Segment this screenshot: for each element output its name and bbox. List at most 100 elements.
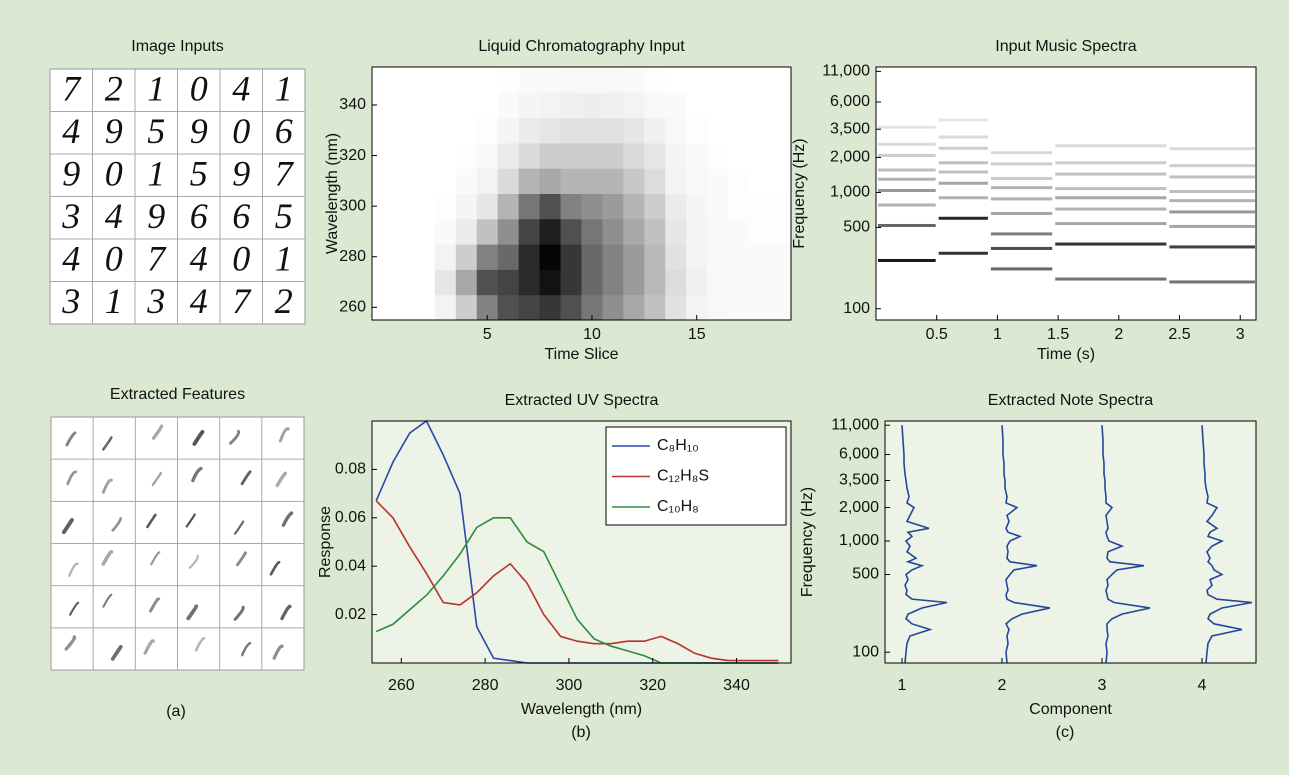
heat-cell xyxy=(707,294,729,321)
harmonic-band xyxy=(878,258,936,262)
digit: 1 xyxy=(105,281,123,321)
heat-cell xyxy=(413,92,436,119)
heat-cell xyxy=(455,269,478,296)
heat-cell xyxy=(581,67,603,93)
heat-cell xyxy=(372,269,394,296)
harmonic-band xyxy=(878,125,936,129)
heat-cell xyxy=(602,92,624,119)
heat-cell xyxy=(686,218,708,245)
y-tick-label: 500 xyxy=(843,219,870,236)
panel-title: Image Inputs xyxy=(131,38,224,55)
feature-stroke xyxy=(188,554,200,569)
digit: 2 xyxy=(105,69,123,109)
heat-cell xyxy=(728,92,750,119)
heat-cell xyxy=(539,142,562,169)
heat-cell xyxy=(372,294,394,321)
heat-cell xyxy=(728,168,750,194)
y-tick-label: 1,000 xyxy=(830,184,870,201)
harmonic-band xyxy=(990,211,1053,215)
feature-stroke xyxy=(280,604,292,621)
heat-cell xyxy=(686,117,708,144)
heat-cell xyxy=(602,218,624,245)
spectrum-line xyxy=(901,425,948,664)
harmonic-band xyxy=(1055,222,1167,226)
heat-cell xyxy=(602,168,624,194)
y-tick-label: 500 xyxy=(852,566,879,583)
heat-cell xyxy=(665,67,687,93)
panel-title: Liquid Chromatography Input xyxy=(478,38,685,55)
heat-cell xyxy=(560,67,582,93)
digit: 1 xyxy=(147,69,165,109)
heat-cell xyxy=(749,269,771,296)
feature-stroke xyxy=(102,593,113,608)
heat-cell xyxy=(770,193,792,220)
digit: 4 xyxy=(62,239,80,279)
harmonic-band xyxy=(1055,144,1167,148)
heat-cell xyxy=(749,117,771,144)
heat-cell xyxy=(434,218,457,245)
harmonic-band xyxy=(878,142,936,146)
digit: 3 xyxy=(146,281,165,321)
x-tick-label: 340 xyxy=(723,677,750,694)
heat-cell xyxy=(686,92,708,119)
heat-cell xyxy=(372,142,394,169)
feature-stroke xyxy=(234,520,245,535)
heat-cell xyxy=(707,67,729,93)
heat-cell xyxy=(770,67,792,93)
heat-cell xyxy=(707,142,729,169)
harmonic-band xyxy=(1055,242,1167,246)
heat-cell xyxy=(644,294,666,321)
heat-cell xyxy=(602,269,624,296)
y-tick-label: 280 xyxy=(339,248,366,265)
digit: 7 xyxy=(147,239,167,279)
y-axis-label: Frequency (Hz) xyxy=(791,138,808,248)
heat-cell xyxy=(455,168,478,194)
harmonic-band xyxy=(1055,187,1167,191)
heat-cell xyxy=(560,193,582,220)
harmonic-band xyxy=(990,232,1053,236)
panel-title: Extracted Features xyxy=(110,386,245,403)
heat-cell xyxy=(392,193,415,220)
feature-stroke xyxy=(101,478,113,494)
heat-cell xyxy=(707,244,729,270)
heat-cell xyxy=(434,117,457,144)
feature-stroke xyxy=(102,436,113,451)
heat-cell xyxy=(476,142,499,169)
heat-cell xyxy=(581,269,603,296)
heat-cell xyxy=(372,168,394,194)
plot-frame xyxy=(371,420,792,664)
plot-frame xyxy=(884,420,1257,664)
heat-cell xyxy=(602,193,624,220)
heat-cell xyxy=(707,269,729,296)
heat-cell xyxy=(770,218,792,245)
heat-cell xyxy=(623,142,645,169)
feature-stroke xyxy=(146,513,157,529)
heat-cell xyxy=(497,92,520,119)
harmonic-band xyxy=(938,181,988,185)
heat-cell xyxy=(560,92,582,119)
harmonic-band xyxy=(1169,189,1255,193)
harmonic-band xyxy=(990,186,1053,190)
heat-cell xyxy=(518,294,541,321)
x-tick-label: 2.5 xyxy=(1168,326,1190,343)
heat-cell xyxy=(728,218,750,245)
feature-stroke xyxy=(233,605,245,621)
heat-cell xyxy=(623,244,645,270)
heat-cell xyxy=(749,218,771,245)
heat-cell xyxy=(476,218,499,245)
heat-cell xyxy=(434,168,457,194)
harmonic-band xyxy=(1169,210,1255,214)
panel-label: (c) xyxy=(1056,724,1075,741)
heat-cell xyxy=(560,294,582,321)
heat-cell xyxy=(434,269,457,296)
heat-cell xyxy=(539,117,562,144)
heat-cell xyxy=(497,294,520,321)
heat-cell xyxy=(623,294,645,321)
feature-stroke xyxy=(240,470,252,486)
heat-cell xyxy=(372,244,394,270)
heat-cell xyxy=(770,269,792,296)
heat-cell xyxy=(644,193,666,220)
y-tick-label: 100 xyxy=(852,643,879,660)
heat-cell xyxy=(644,142,666,169)
x-tick-label: 2 xyxy=(1114,326,1123,343)
